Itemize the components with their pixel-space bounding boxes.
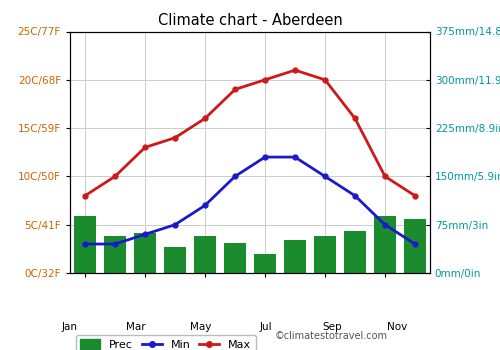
Bar <box>164 247 186 273</box>
Text: May: May <box>190 322 212 332</box>
Text: Jan: Jan <box>62 322 78 332</box>
Text: Nov: Nov <box>387 322 407 332</box>
Legend: Prec, Min, Max: Prec, Min, Max <box>76 335 256 350</box>
Bar <box>74 216 96 273</box>
Bar <box>254 254 276 273</box>
Bar <box>104 236 126 273</box>
Bar <box>224 243 246 273</box>
Title: Climate chart - Aberdeen: Climate chart - Aberdeen <box>158 13 342 28</box>
Text: Mar: Mar <box>126 322 146 332</box>
Text: ©climatestotravel.com: ©climatestotravel.com <box>275 331 388 341</box>
Text: Sep: Sep <box>322 322 342 332</box>
Bar <box>284 239 306 273</box>
Bar <box>134 233 156 273</box>
Bar <box>404 219 426 273</box>
Bar <box>374 216 396 273</box>
Bar <box>194 236 216 273</box>
Text: Jul: Jul <box>260 322 272 332</box>
Bar <box>344 231 366 273</box>
Bar <box>314 236 336 273</box>
